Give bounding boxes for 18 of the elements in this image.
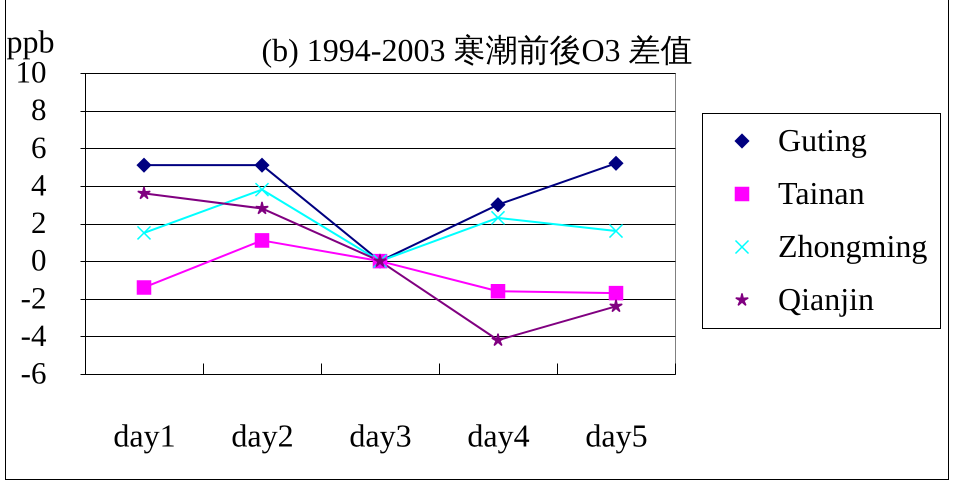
- y-tick-label: -4: [20, 318, 47, 353]
- legend-label: Qianjin: [778, 281, 874, 317]
- x-tick-label: day3: [349, 418, 412, 454]
- x-tick-label: day5: [585, 418, 648, 454]
- y-tick-label: 6: [31, 130, 46, 165]
- legend-label: Guting: [778, 122, 867, 158]
- x-tick-label: day1: [113, 418, 176, 454]
- legend-label: Zhongming: [778, 228, 928, 264]
- x-tick-label: day2: [231, 418, 294, 454]
- y-tick-label: 2: [31, 205, 46, 240]
- legend-label: Tainan: [778, 175, 865, 211]
- y-tick-label: 4: [31, 167, 47, 202]
- y-tick-label: 0: [31, 242, 46, 278]
- y-tick-label: -2: [20, 280, 46, 316]
- x-tick-label: day4: [467, 418, 530, 454]
- y-tick-label: -6: [20, 356, 46, 390]
- chart-title: (b) 1994-2003 寒潮前後O3 差值: [261, 32, 693, 68]
- y-tick-label: 8: [31, 92, 46, 128]
